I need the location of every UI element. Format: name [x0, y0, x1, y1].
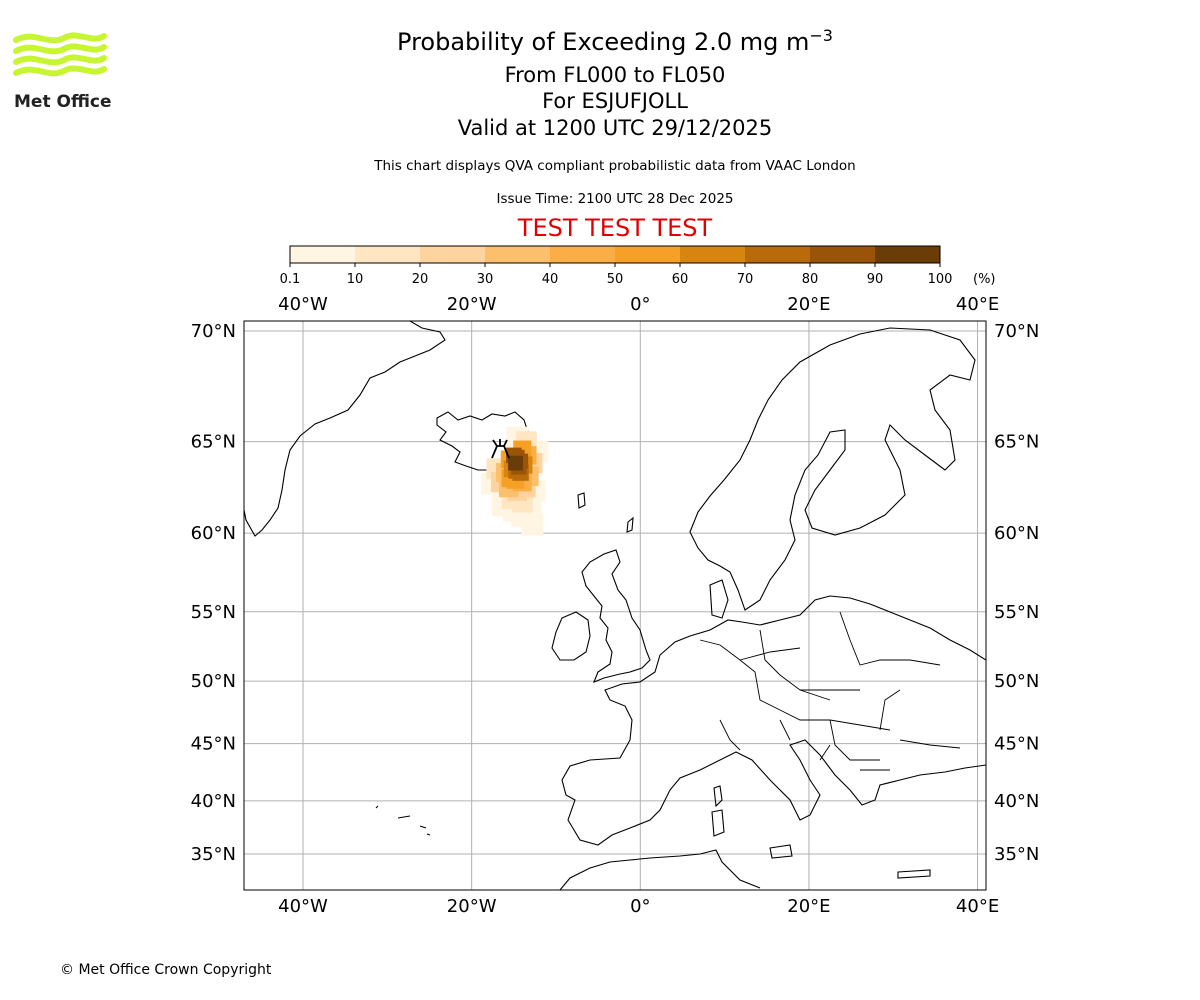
lat-label-right: 55°N [994, 602, 1039, 623]
lat-label-left: 40°N [191, 791, 236, 812]
chart-title-main: Probability of Exceeding 2.0 mg m [397, 28, 810, 56]
lat-label-right: 65°N [994, 432, 1039, 453]
colorbar-tick-label: 0.1 [280, 272, 300, 287]
colorbar-swatch [680, 246, 746, 263]
colorbar-swatch [355, 246, 421, 263]
colorbar-swatch [810, 246, 876, 263]
lat-label-right: 35°N [994, 844, 1039, 865]
lon-label-bottom: 20°E [787, 896, 830, 917]
colorbar-tick-label: 50 [607, 272, 624, 287]
chart-title-superscript: −3 [809, 26, 833, 45]
lon-label-bottom: 40°W [278, 896, 328, 917]
colorbar-unit: (%) [973, 272, 996, 287]
continental-europe-coastline [561, 595, 986, 846]
faroe-islands [577, 492, 586, 509]
lat-label-left: 45°N [191, 734, 236, 755]
valid-time: Valid at 1200 UTC 29/12/2025 [457, 116, 773, 140]
sicily [769, 844, 793, 859]
ash-plume-probability [481, 426, 549, 536]
test-banner: TEST TEST TEST [517, 214, 713, 242]
coastlines-and-borders [244, 321, 986, 890]
colorbar-tick-label: 10 [347, 272, 364, 287]
logo-wave-4 [13, 65, 107, 77]
map-panel: 40°W 40°W 20°W 20°W 0° 0° 20°E 20°E 40°E 40°E 70°N… [191, 294, 1040, 917]
logo-wave-2 [13, 43, 107, 55]
national-borders [699, 611, 961, 771]
sardinia [711, 809, 725, 837]
scandinavia-coastline [689, 327, 976, 611]
lon-label-top: 40°W [278, 294, 328, 315]
logo-wave-1 [13, 32, 107, 44]
colorbar-tick-label: 20 [412, 272, 429, 287]
graticule [244, 321, 986, 890]
lat-label-left: 65°N [191, 432, 236, 453]
colorbar: 0.1 10 20 30 40 50 60 70 80 90 100 (%) [280, 245, 996, 287]
colorbar-swatch [420, 246, 486, 263]
colorbar-swatch [550, 246, 616, 263]
shetland-islands [626, 516, 634, 533]
issue-time: Issue Time: 2100 UTC 28 Dec 2025 [496, 191, 734, 207]
lon-label-bottom: 20°W [447, 896, 497, 917]
colorbar-swatch [485, 246, 551, 263]
logo-text: Met Office [14, 92, 112, 112]
met-office-logo: Met Office [12, 28, 112, 122]
lon-label-top: 40°E [956, 294, 999, 315]
colorbar-tick-label: 60 [672, 272, 689, 287]
lon-label-bottom: 40°E [956, 896, 999, 917]
lat-label-left: 50°N [191, 671, 236, 692]
colorbar-tick-label: 70 [737, 272, 754, 287]
lat-label-right: 60°N [994, 523, 1039, 544]
lat-label-right: 45°N [994, 734, 1039, 755]
greenland-coastline [244, 321, 446, 537]
crete [897, 869, 931, 879]
lat-label-left: 60°N [191, 523, 236, 544]
lat-label-right: 40°N [994, 791, 1039, 812]
colorbar-swatch [745, 246, 811, 263]
lon-label-top: 0° [630, 294, 650, 315]
logo-wave-3 [13, 54, 107, 66]
map-frame [243, 320, 987, 891]
colorbar-swatch [290, 246, 356, 263]
lat-label-left: 55°N [191, 602, 236, 623]
plume-cell [508, 455, 523, 471]
azores [375, 805, 431, 836]
lat-label-right: 50°N [994, 671, 1039, 692]
denmark-coastline [709, 579, 729, 619]
colorbar-swatch [615, 246, 681, 263]
corsica [713, 785, 723, 808]
lat-label-right: 70°N [994, 321, 1039, 342]
colorbar-tick-label: 30 [477, 272, 494, 287]
great-britain-coastline [581, 549, 651, 683]
colorbar-swatch [875, 246, 941, 263]
met-office-logo-waves: Met Office [13, 32, 112, 112]
colorbar-tick-label: 100 [928, 272, 953, 287]
colorbar-tick-label: 90 [867, 272, 884, 287]
volcano-icon [491, 439, 510, 459]
source-note: This chart displays QVA compliant probab… [374, 158, 856, 174]
lon-label-top: 20°E [787, 294, 830, 315]
chart-title: Probability of Exceeding 2.0 mg m−3 [0, 26, 1200, 56]
colorbar-tick-label: 40 [542, 272, 559, 287]
lon-label-bottom: 0° [630, 896, 650, 917]
lat-label-left: 35°N [191, 844, 236, 865]
volcano-name: For ESJUFJOLL [542, 89, 688, 113]
ireland-coastline [551, 611, 591, 661]
lon-label-top: 20°W [447, 294, 497, 315]
north-africa-coastline [559, 849, 761, 890]
colorbar-tick-label: 80 [802, 272, 819, 287]
flight-level-range: From FL000 to FL050 [504, 63, 726, 87]
copyright-footer: © Met Office Crown Copyright [60, 962, 272, 978]
lat-label-left: 70°N [191, 321, 236, 342]
